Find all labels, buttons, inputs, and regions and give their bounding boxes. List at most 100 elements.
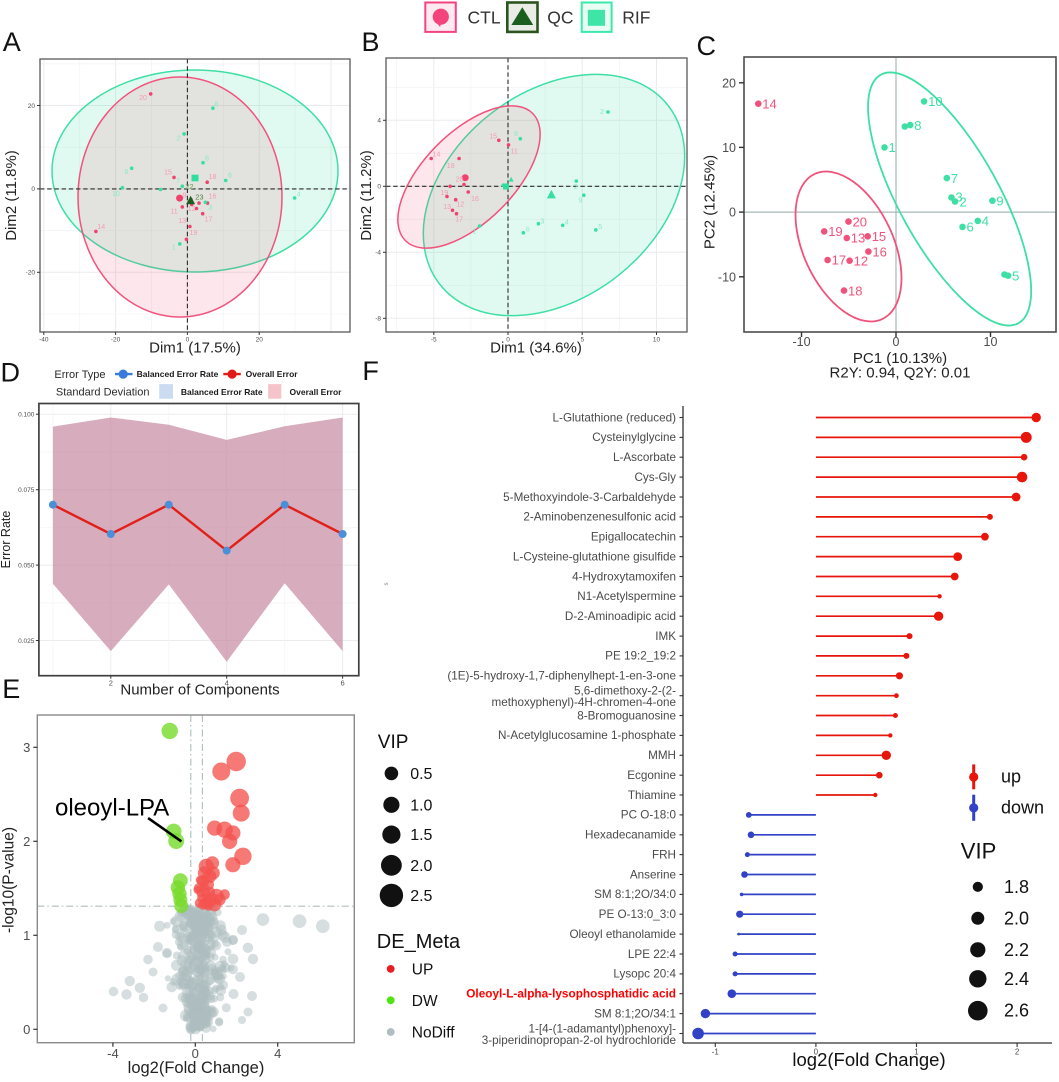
- svg-text:3: 3: [208, 204, 212, 211]
- svg-text:2.2: 2.2: [1004, 940, 1029, 960]
- svg-text:11: 11: [170, 208, 177, 215]
- svg-text:CTL: CTL: [468, 7, 501, 27]
- svg-text:9: 9: [996, 193, 1003, 208]
- svg-text:-log10(P-value): -log10(P-value): [1, 827, 18, 933]
- svg-text:2: 2: [574, 184, 578, 191]
- svg-text:Dim2 (11.2%): Dim2 (11.2%): [358, 150, 375, 241]
- svg-text:1: 1: [23, 928, 30, 943]
- svg-text:Lysopc 20:4: Lysopc 20:4: [613, 968, 676, 981]
- svg-text:12: 12: [188, 206, 196, 213]
- svg-text:16: 16: [209, 194, 217, 201]
- svg-text:-4: -4: [107, 1046, 119, 1061]
- svg-text:Epigallocatechin: Epigallocatechin: [591, 531, 676, 544]
- svg-text:DE_Meta: DE_Meta: [377, 931, 461, 953]
- svg-text:N1-Acetylspermine: N1-Acetylspermine: [577, 590, 676, 603]
- svg-text:(1E)-5-hydroxy-1,7-diphenylhep: (1E)-5-hydroxy-1,7-diphenylhept-1-en-3-o…: [447, 670, 676, 683]
- svg-text:0.050: 0.050: [18, 562, 35, 569]
- svg-text:20: 20: [853, 214, 867, 229]
- svg-text:D: D: [1, 358, 21, 388]
- svg-text:down: down: [1001, 797, 1044, 817]
- svg-text:Balanced Error Rate: Balanced Error Rate: [181, 387, 263, 397]
- svg-text:Dim2 (11.8%): Dim2 (11.8%): [3, 150, 20, 241]
- svg-text:-10: -10: [718, 270, 736, 284]
- svg-text:PC O-18:0: PC O-18:0: [621, 809, 677, 822]
- svg-text:4: 4: [565, 220, 569, 227]
- svg-text:FRH: FRH: [652, 848, 676, 861]
- svg-text:1: 1: [889, 140, 896, 155]
- svg-text:0: 0: [377, 184, 381, 191]
- svg-text:oleoyl-LPA: oleoyl-LPA: [55, 795, 169, 822]
- svg-text:0: 0: [192, 1046, 199, 1061]
- svg-text:14: 14: [762, 96, 776, 111]
- svg-text:Error Type: Error Type: [54, 369, 105, 381]
- svg-text:-20: -20: [26, 270, 36, 277]
- svg-text:5,6-dimethoxy-2-(2-: 5,6-dimethoxy-2-(2-: [574, 685, 676, 698]
- svg-text:methoxyphenyl)-4H-chromen-4-on: methoxyphenyl)-4H-chromen-4-one: [492, 696, 676, 709]
- svg-text:8-Bromoguanosine: 8-Bromoguanosine: [577, 709, 676, 722]
- svg-text:16: 16: [872, 244, 886, 259]
- svg-text:2: 2: [177, 135, 181, 142]
- svg-text:22: 22: [185, 182, 193, 191]
- svg-text:-4: -4: [375, 250, 381, 257]
- svg-text:13: 13: [443, 204, 451, 211]
- svg-text:-40: -40: [39, 337, 49, 344]
- svg-text:Cys-Gly: Cys-Gly: [634, 471, 676, 484]
- svg-text:15: 15: [489, 133, 497, 140]
- svg-text:N-Acetylglucosamine 1-phosphat: N-Acetylglucosamine 1-phosphate: [498, 729, 676, 742]
- svg-text:0: 0: [893, 335, 900, 349]
- svg-text:PC1 (10.13%): PC1 (10.13%): [853, 350, 947, 367]
- svg-text:F: F: [362, 356, 379, 386]
- svg-text:19: 19: [441, 190, 449, 197]
- svg-text:18: 18: [209, 174, 217, 181]
- svg-text:Hexadecanamide: Hexadecanamide: [585, 829, 676, 842]
- svg-text:Standard Deviation: Standard Deviation: [56, 386, 150, 398]
- svg-text:4: 4: [274, 1046, 281, 1061]
- svg-text:5: 5: [598, 224, 602, 231]
- svg-text:5: 5: [1012, 268, 1019, 283]
- svg-text:Ecgonine: Ecgonine: [627, 769, 676, 782]
- svg-text:5-Methoxyindole-3-Carbaldehyde: 5-Methoxyindole-3-Carbaldehyde: [503, 491, 676, 504]
- svg-text:L-Cysteine-glutathione gisulfi: L-Cysteine-glutathione gisulfide: [513, 550, 676, 563]
- svg-text:A: A: [3, 27, 21, 57]
- svg-text:Oleoyl ethanolamide: Oleoyl ethanolamide: [569, 928, 676, 941]
- svg-text:15: 15: [164, 170, 172, 177]
- svg-text:7: 7: [951, 171, 958, 186]
- svg-text:-20: -20: [111, 337, 121, 344]
- svg-text:Number of Components: Number of Components: [120, 682, 279, 699]
- svg-text:Overall Error: Overall Error: [290, 387, 343, 397]
- svg-text:9: 9: [183, 193, 187, 200]
- svg-text:MMH: MMH: [648, 749, 676, 762]
- svg-text:18: 18: [848, 283, 862, 298]
- svg-text:NoDiff: NoDiff: [412, 1025, 455, 1042]
- svg-text:PE 19:2_19:2: PE 19:2_19:2: [605, 650, 676, 663]
- svg-text:-5: -5: [431, 337, 437, 344]
- svg-text:23: 23: [195, 193, 203, 202]
- svg-text:4: 4: [377, 118, 381, 125]
- svg-text:Balanced Error Rate: Balanced Error Rate: [137, 369, 219, 379]
- svg-text:19: 19: [190, 230, 198, 237]
- svg-text:0: 0: [23, 1022, 30, 1037]
- svg-text:14: 14: [433, 152, 441, 159]
- svg-text:6: 6: [228, 173, 232, 180]
- svg-text:1.5: 1.5: [410, 827, 432, 844]
- svg-text:SM 8:1;2O/34:0: SM 8:1;2O/34:0: [594, 888, 676, 901]
- svg-text:DW: DW: [412, 993, 438, 1010]
- svg-text:4-Hydroxytamoxifen: 4-Hydroxytamoxifen: [572, 570, 676, 583]
- svg-text:8: 8: [914, 118, 921, 133]
- svg-text:1.8: 1.8: [1004, 877, 1029, 897]
- svg-text:Error Rate: Error Rate: [0, 511, 13, 569]
- svg-text:20: 20: [28, 103, 36, 110]
- svg-text:5: 5: [580, 337, 584, 344]
- svg-text:2: 2: [23, 834, 30, 849]
- svg-text:1-[4-(1-adamantyl)phenoxy]-: 1-[4-(1-adamantyl)phenoxy]-: [529, 1022, 677, 1035]
- svg-text:LPE 22:4: LPE 22:4: [628, 948, 677, 961]
- svg-text:R2Y: 0.94, Q2Y: 0.01: R2Y: 0.94, Q2Y: 0.01: [830, 365, 971, 382]
- svg-text:8: 8: [514, 131, 518, 138]
- svg-text:16: 16: [471, 196, 479, 203]
- svg-text:D-2-Aminoadipic acid: D-2-Aminoadipic acid: [565, 610, 676, 623]
- svg-text:2: 2: [109, 679, 113, 688]
- svg-text:19: 19: [828, 224, 842, 239]
- svg-text:17: 17: [455, 217, 463, 224]
- svg-text:0: 0: [729, 206, 736, 220]
- svg-text:0.075: 0.075: [18, 487, 35, 494]
